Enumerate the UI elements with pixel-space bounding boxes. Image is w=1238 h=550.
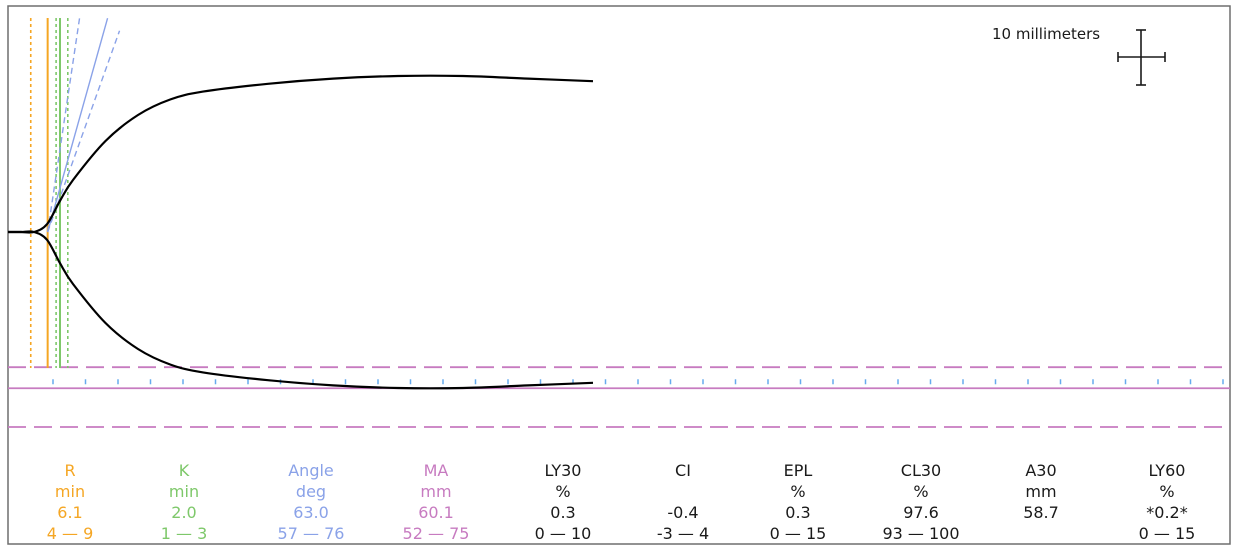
param-ma-unit: mm xyxy=(420,482,451,501)
param-angle-value: 63.0 xyxy=(293,503,329,522)
param-epl-range: 0 — 15 xyxy=(770,524,827,543)
param-epl-unit: % xyxy=(790,482,805,501)
param-ci-name: CI xyxy=(675,461,691,480)
param-angle-name: Angle xyxy=(288,461,334,480)
param-r-name: R xyxy=(64,461,75,480)
param-k-unit: min xyxy=(169,482,199,501)
param-ma-range: 52 — 75 xyxy=(403,524,470,543)
param-r-range: 4 — 9 xyxy=(47,524,94,543)
param-ci-value: -0.4 xyxy=(667,503,698,522)
param-ly60-range: 0 — 15 xyxy=(1139,524,1196,543)
param-a30-value: 58.7 xyxy=(1023,503,1059,522)
param-ly60-name: LY60 xyxy=(1149,461,1186,480)
rk-marker-lines xyxy=(29,18,69,368)
param-epl-name: EPL xyxy=(784,461,813,480)
param-k-name: K xyxy=(179,461,190,480)
scale-bar: 10 millimeters xyxy=(992,25,1166,86)
trace-upper-curve xyxy=(7,74,594,234)
param-ly60-value: *0.2* xyxy=(1146,503,1187,522)
param-ly30-unit: % xyxy=(555,482,570,501)
param-k-range: 1 — 3 xyxy=(161,524,208,543)
param-a30-name: A30 xyxy=(1025,461,1056,480)
param-cl30-range: 93 — 100 xyxy=(882,524,959,543)
param-ly30-value: 0.3 xyxy=(550,503,575,522)
param-ma-name: MA xyxy=(424,461,449,480)
param-cl30-name: CL30 xyxy=(901,461,941,480)
angle-line-2 xyxy=(46,17,81,233)
param-ly30-name: LY30 xyxy=(545,461,582,480)
param-r-value: 6.1 xyxy=(57,503,82,522)
angle-line-1 xyxy=(46,30,121,233)
angle-line-0 xyxy=(46,17,109,233)
param-cl30-value: 97.6 xyxy=(903,503,939,522)
param-ly60-unit: % xyxy=(1159,482,1174,501)
trace-lower-curve xyxy=(7,230,594,390)
param-k-value: 2.0 xyxy=(171,503,196,522)
time-axis-ticks xyxy=(52,379,1224,385)
param-angle-unit: deg xyxy=(296,482,326,501)
ma-reference-lines xyxy=(8,366,1230,428)
param-epl-value: 0.3 xyxy=(785,503,810,522)
param-ci-range: -3 — 4 xyxy=(657,524,709,543)
param-ly30-range: 0 — 10 xyxy=(535,524,592,543)
angle-lines xyxy=(46,17,121,233)
chart-frame xyxy=(7,5,1231,545)
scale-bar-label: 10 millimeters xyxy=(992,25,1100,43)
param-cl30-unit: % xyxy=(913,482,928,501)
param-r-unit: min xyxy=(55,482,85,501)
param-a30-unit: mm xyxy=(1025,482,1056,501)
param-ma-value: 60.1 xyxy=(418,503,454,522)
param-angle-range: 57 — 76 xyxy=(278,524,345,543)
